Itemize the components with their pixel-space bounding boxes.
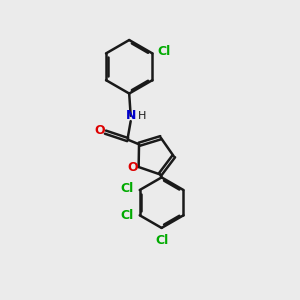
Text: O: O <box>95 124 105 137</box>
Text: Cl: Cl <box>155 235 168 248</box>
Text: Cl: Cl <box>121 182 134 195</box>
Text: Cl: Cl <box>158 45 171 58</box>
Text: Cl: Cl <box>121 209 134 222</box>
Text: H: H <box>138 111 146 121</box>
Text: N: N <box>125 109 136 122</box>
Text: O: O <box>128 160 138 173</box>
